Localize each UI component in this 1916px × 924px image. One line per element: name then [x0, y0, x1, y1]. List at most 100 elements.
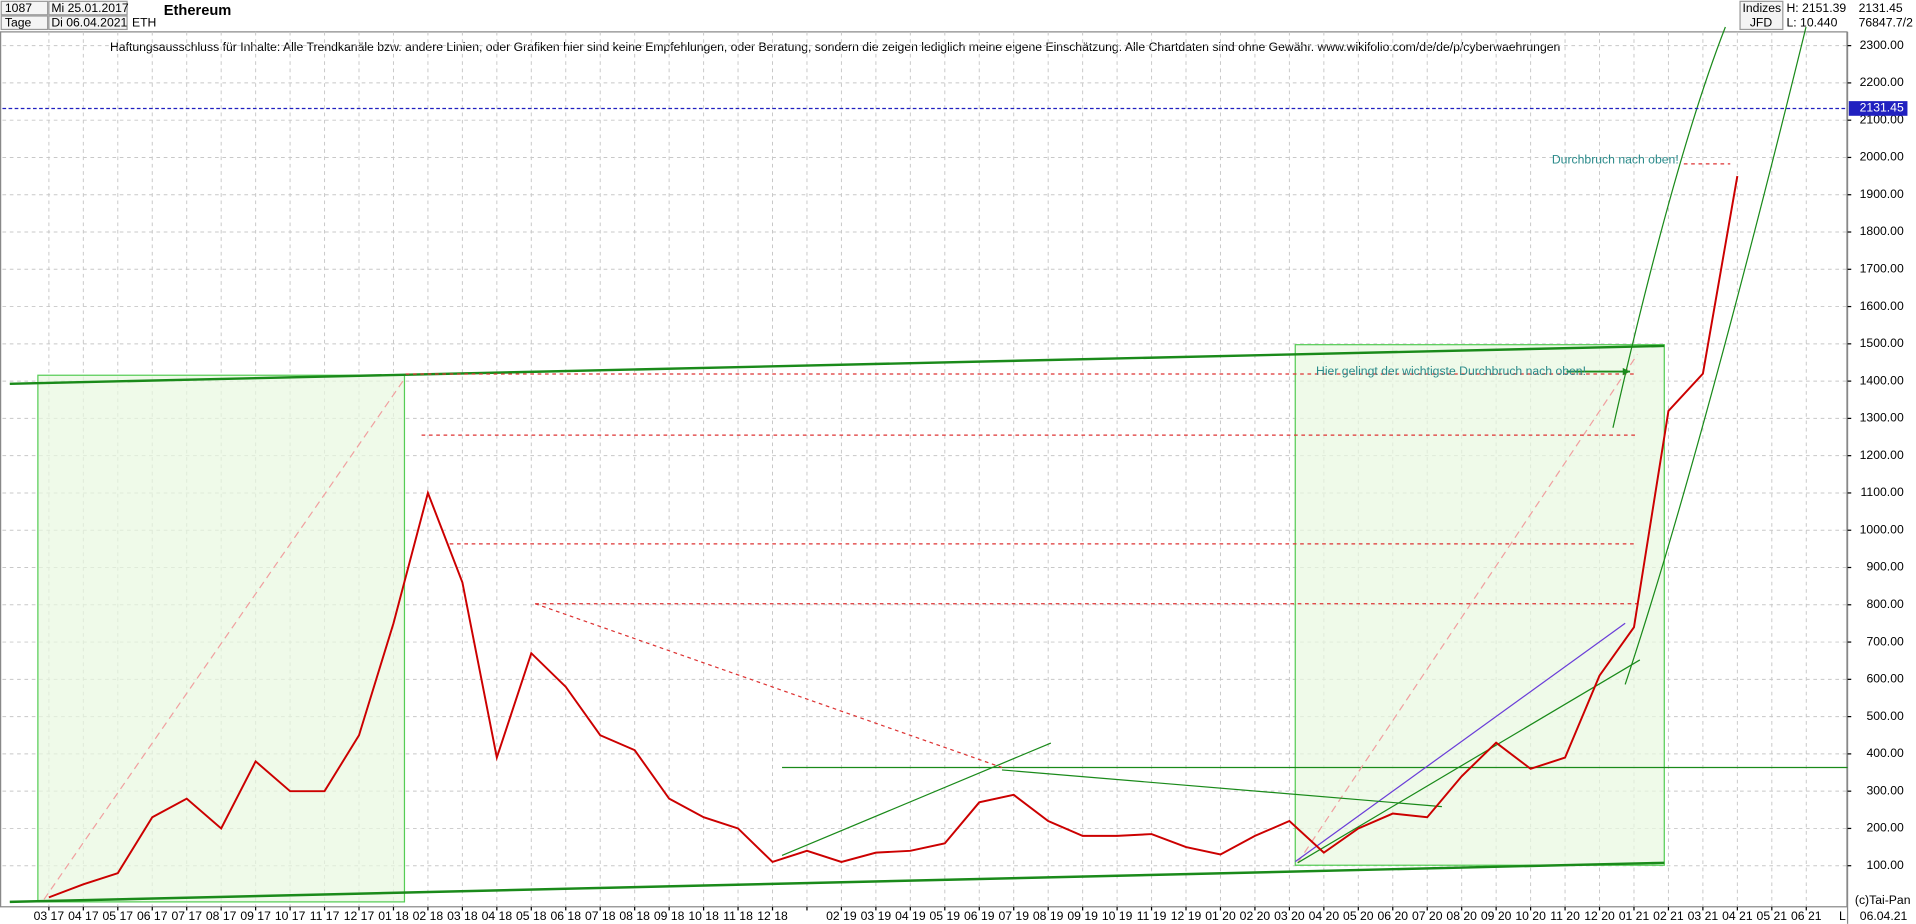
arrow-head: [1622, 367, 1631, 376]
box: [0, 0, 49, 16]
channel-line: [1612, 26, 1726, 428]
box: [1739, 0, 1784, 31]
x-tick-label: 12 18: [757, 909, 788, 923]
x-tick-label: 04 21: [1722, 909, 1753, 923]
y-tick-label: 1900.00: [1860, 187, 1904, 201]
x-tick-label: 12 19: [1171, 909, 1202, 923]
y-tick-label: 2200.00: [1860, 75, 1904, 89]
x-tick-label: 06 20: [1377, 909, 1408, 923]
x-tick-label: 11 20: [1550, 909, 1580, 923]
range-box: [1294, 344, 1665, 866]
trend-line: [781, 742, 1052, 857]
price-line: [48, 175, 1739, 899]
trend-line: [1001, 769, 1442, 808]
x-tick-label: 11 17: [310, 909, 340, 923]
x-tick-label: 06 18: [550, 909, 581, 923]
y-tick-label: 1700.00: [1860, 262, 1904, 276]
plot: [2, 107, 1847, 899]
x-tick-label: 02 18: [413, 909, 444, 923]
chart-title: Ethereum: [164, 3, 232, 19]
y-tick-label: 1400.00: [1860, 373, 1904, 387]
x-tick-label: 09 20: [1481, 909, 1512, 923]
channel-line: [1624, 26, 1807, 685]
x-tick-label: 12 20: [1584, 909, 1615, 923]
box: [48, 15, 128, 31]
y-tick-label: 1800.00: [1860, 224, 1904, 238]
x-tick-label: 08 20: [1446, 909, 1477, 923]
x-tick-label: 01 20: [1205, 909, 1236, 923]
trend-line: [9, 861, 1665, 904]
x-tick-label: 05 17: [103, 909, 134, 923]
x-tick-label: 02 19: [826, 909, 857, 923]
trend-line: [535, 603, 1003, 769]
x-tick-label: 04 20: [1309, 909, 1340, 923]
annotation: Durchbruch nach oben!: [1552, 152, 1679, 166]
x-tick-label: 03 17: [34, 909, 65, 923]
footer-date: 06.04.21: [1860, 909, 1908, 923]
x-tick-label: 10 18: [688, 909, 719, 923]
copyright: (c)Tai-Pan: [1855, 893, 1911, 907]
x-tick-label: 05 21: [1757, 909, 1788, 923]
x-tick-label: 02 21: [1653, 909, 1684, 923]
y-tick-label: 900.00: [1866, 560, 1904, 574]
x-tick-label: 10 20: [1515, 909, 1546, 923]
annotation: Hier gelingt der wichtigste Durchbruch n…: [1316, 364, 1586, 378]
x-tick-label: 06 21: [1791, 909, 1822, 923]
last-price-box: [1848, 101, 1908, 116]
y-tick-label: 500.00: [1866, 709, 1904, 723]
x-tick-label: 08 17: [206, 909, 237, 923]
header: [0, 0, 1784, 31]
y-tick-label: 800.00: [1866, 597, 1904, 611]
x-tick-label: 10 17: [275, 909, 306, 923]
y-tick-label: 1200.00: [1860, 448, 1904, 462]
symbol: ETH: [132, 16, 156, 30]
period: Tage: [5, 16, 32, 30]
y-tick-label: 600.00: [1866, 672, 1904, 686]
last-price-header: 2131.45: [1859, 1, 1903, 15]
x-tick-label: 03 20: [1274, 909, 1305, 923]
volume: 76847.7/2: [1859, 16, 1914, 30]
trend-line: [9, 344, 1665, 386]
start-day: Mi 25.01.2017: [51, 1, 129, 15]
subtitle: Haftungsausschluss für Inhalte: Alle Tre…: [110, 40, 1560, 54]
x-tick-label: 06 17: [137, 909, 168, 923]
x-tick-label: 08 19: [1033, 909, 1064, 923]
box: [0, 15, 49, 31]
trend-line: [43, 378, 405, 900]
x-tick-label: 05 19: [930, 909, 961, 923]
x-tick-label: 04 17: [68, 909, 99, 923]
x-tick-label: 05 18: [516, 909, 547, 923]
x-tick-label: 03 19: [861, 909, 892, 923]
y-tick-label: 400.00: [1866, 746, 1904, 760]
low: L: 10.440: [1786, 16, 1837, 30]
y-tick-label: 300.00: [1866, 783, 1904, 797]
x-tick-label: 01 18: [378, 909, 409, 923]
x-tick-label: 04 19: [895, 909, 926, 923]
group: Indizes: [1742, 1, 1781, 15]
y-tick-label: 100.00: [1866, 858, 1904, 872]
count: 1087: [5, 1, 32, 15]
range-box: [37, 374, 406, 903]
x-tick-label: 08 18: [619, 909, 650, 923]
x-tick-label: 06 19: [964, 909, 995, 923]
y-tick-label: 1600.00: [1860, 299, 1904, 313]
y-tick-label: 700.00: [1866, 634, 1904, 648]
footer-mode: L: [1839, 909, 1846, 923]
y-tick-label: 2000.00: [1860, 150, 1904, 164]
x-tick-label: 07 17: [171, 909, 202, 923]
y-tick-label: 1000.00: [1860, 522, 1904, 536]
trend-line: [1297, 354, 1638, 864]
x-tick-label: 10 19: [1102, 909, 1133, 923]
y-tick-label: 200.00: [1866, 821, 1904, 835]
x-tick-label: 09 18: [654, 909, 685, 923]
x-tick-label: 11 18: [723, 909, 753, 923]
y-tick-label: 1500.00: [1860, 336, 1904, 350]
x-tick-label: 02 20: [1240, 909, 1271, 923]
x-tick-label: 12 17: [344, 909, 375, 923]
x-tick-label: 07 20: [1412, 909, 1443, 923]
channel-line: [1294, 622, 1626, 863]
y-tick-label: 1300.00: [1860, 411, 1904, 425]
drawings: [9, 26, 1848, 904]
source: JFD: [1750, 16, 1773, 30]
